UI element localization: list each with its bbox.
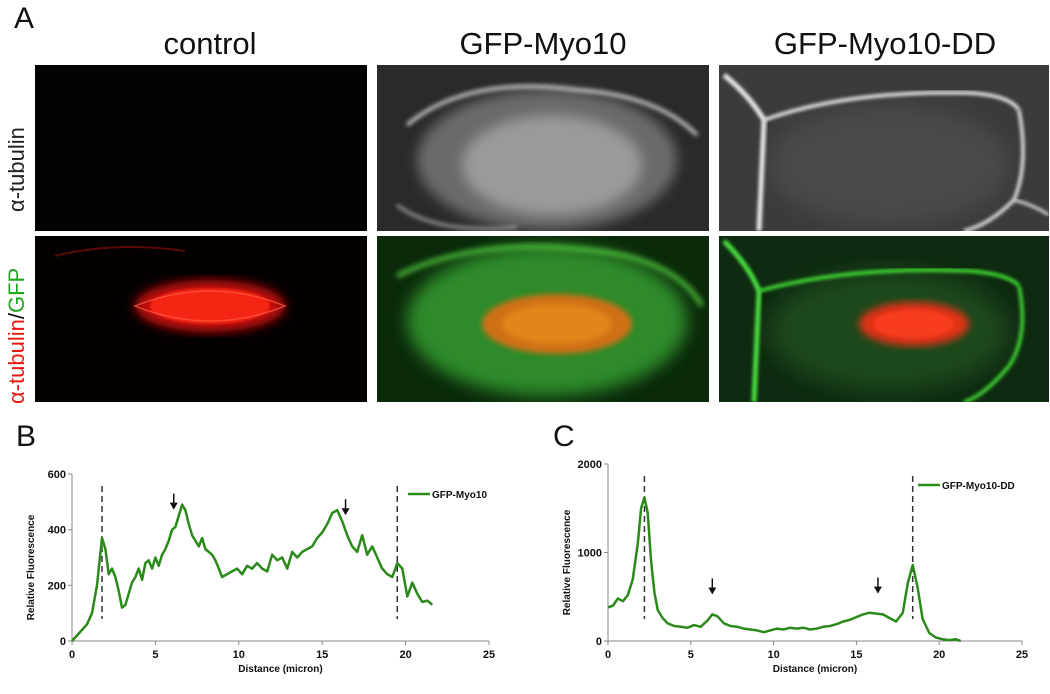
row-label-merge-sep: / <box>4 313 29 320</box>
micrograph-control-merge-image <box>35 236 367 402</box>
chart-c-arrow-head <box>873 586 882 594</box>
micrograph-myo10dd-tubulin-image <box>719 65 1049 231</box>
chart-c-y-tick-label: 0 <box>596 636 602 648</box>
chart-b-arrow <box>169 493 178 510</box>
panel-label-c: C <box>553 420 575 453</box>
chart-b-legend-label: GFP-Myo10 <box>432 490 487 501</box>
chart-c-x-tick-label: 5 <box>688 649 694 661</box>
chart-c-arrow <box>873 577 882 594</box>
chart-c-svg: 0 5 10 15 20 25 0 1000 2000 Distance (micron) Rela… <box>562 459 1028 675</box>
chart-c-x-tick-label: 0 <box>605 649 611 661</box>
column-title-gfp-myo10: GFP-Myo10 <box>459 26 627 61</box>
micrograph-myo10-merge <box>377 236 709 402</box>
row-label-merge-red: α-tubulin <box>4 319 29 404</box>
chart-c-x-axis-label: Distance (micron) <box>773 664 857 675</box>
chart-b-y-tick-label: 400 <box>48 525 66 537</box>
chart-b-x-tick-label: 10 <box>233 649 245 661</box>
chart-c-x-tick-label: 20 <box>933 649 945 661</box>
micrograph-control-tubulin <box>35 65 367 231</box>
chart-c-x-tick-label: 15 <box>850 649 862 661</box>
micrograph-myo10dd-merge <box>719 236 1049 402</box>
row-label-alpha-tubulin: α-tubulin <box>4 127 29 212</box>
column-title-gfp-myo10-dd: GFP-Myo10-DD <box>773 26 997 61</box>
micrograph-myo10-tubulin <box>377 65 709 231</box>
chart-c-y-axis-label: Relative Fluorescence <box>562 509 573 615</box>
chart-c-series-line <box>607 496 962 643</box>
column-title-control: control <box>163 26 257 61</box>
micrograph-control-tubulin-image <box>35 65 367 231</box>
chart-b-x-tick-label: 5 <box>152 649 158 661</box>
chart-c-y-tick-label: 1000 <box>578 548 602 560</box>
chart-b-arrow <box>341 499 350 516</box>
chart-b: 0 5 10 15 20 25 0 200 400 600 Distance (micron) Rel… <box>0 460 520 689</box>
micrograph-myo10dd-tubulin <box>719 65 1049 231</box>
chart-b-x-tick-label: 15 <box>316 649 328 661</box>
row-label-merge-green: GFP <box>4 267 29 313</box>
chart-b-arrow-head <box>169 502 178 510</box>
chart-b-svg: 0 5 10 15 20 25 0 200 400 600 Distance (micron) Rel… <box>26 469 495 675</box>
chart-c: 0 5 10 15 20 25 0 1000 2000 Distance (micron) Rela… <box>535 450 1050 689</box>
chart-c-x-tick-label: 10 <box>767 649 779 661</box>
chart-b-arrow-head <box>341 508 350 516</box>
panel-label-b: B <box>16 420 37 453</box>
chart-c-arrow-head <box>708 587 717 595</box>
chart-c-legend-label: GFP-Myo10-DD <box>942 481 1015 492</box>
panel-label-a: A <box>14 2 35 35</box>
chart-b-y-tick-label: 0 <box>60 636 66 648</box>
micrograph-myo10-tubulin-image <box>377 65 709 231</box>
chart-b-x-axis-label: Distance (micron) <box>238 664 322 675</box>
chart-c-x-tick-label: 25 <box>1016 649 1028 661</box>
micrograph-myo10dd-merge-image <box>719 236 1049 402</box>
chart-b-series-line <box>71 503 434 642</box>
chart-c-arrow <box>708 578 717 595</box>
micrograph-myo10-merge-image <box>377 236 709 402</box>
chart-b-x-tick-label: 20 <box>399 649 411 661</box>
chart-b-y-axis-label: Relative Fluorescence <box>26 514 37 620</box>
chart-b-x-tick-label: 25 <box>483 649 495 661</box>
row-label-merge: α-tubulin/GFP <box>4 268 30 404</box>
chart-b-y-tick-label: 200 <box>48 580 66 592</box>
chart-c-y-tick-label: 2000 <box>578 459 602 471</box>
micrograph-control-merge <box>35 236 367 402</box>
chart-b-x-tick-label: 0 <box>69 649 75 661</box>
chart-b-y-tick-label: 600 <box>48 469 66 481</box>
